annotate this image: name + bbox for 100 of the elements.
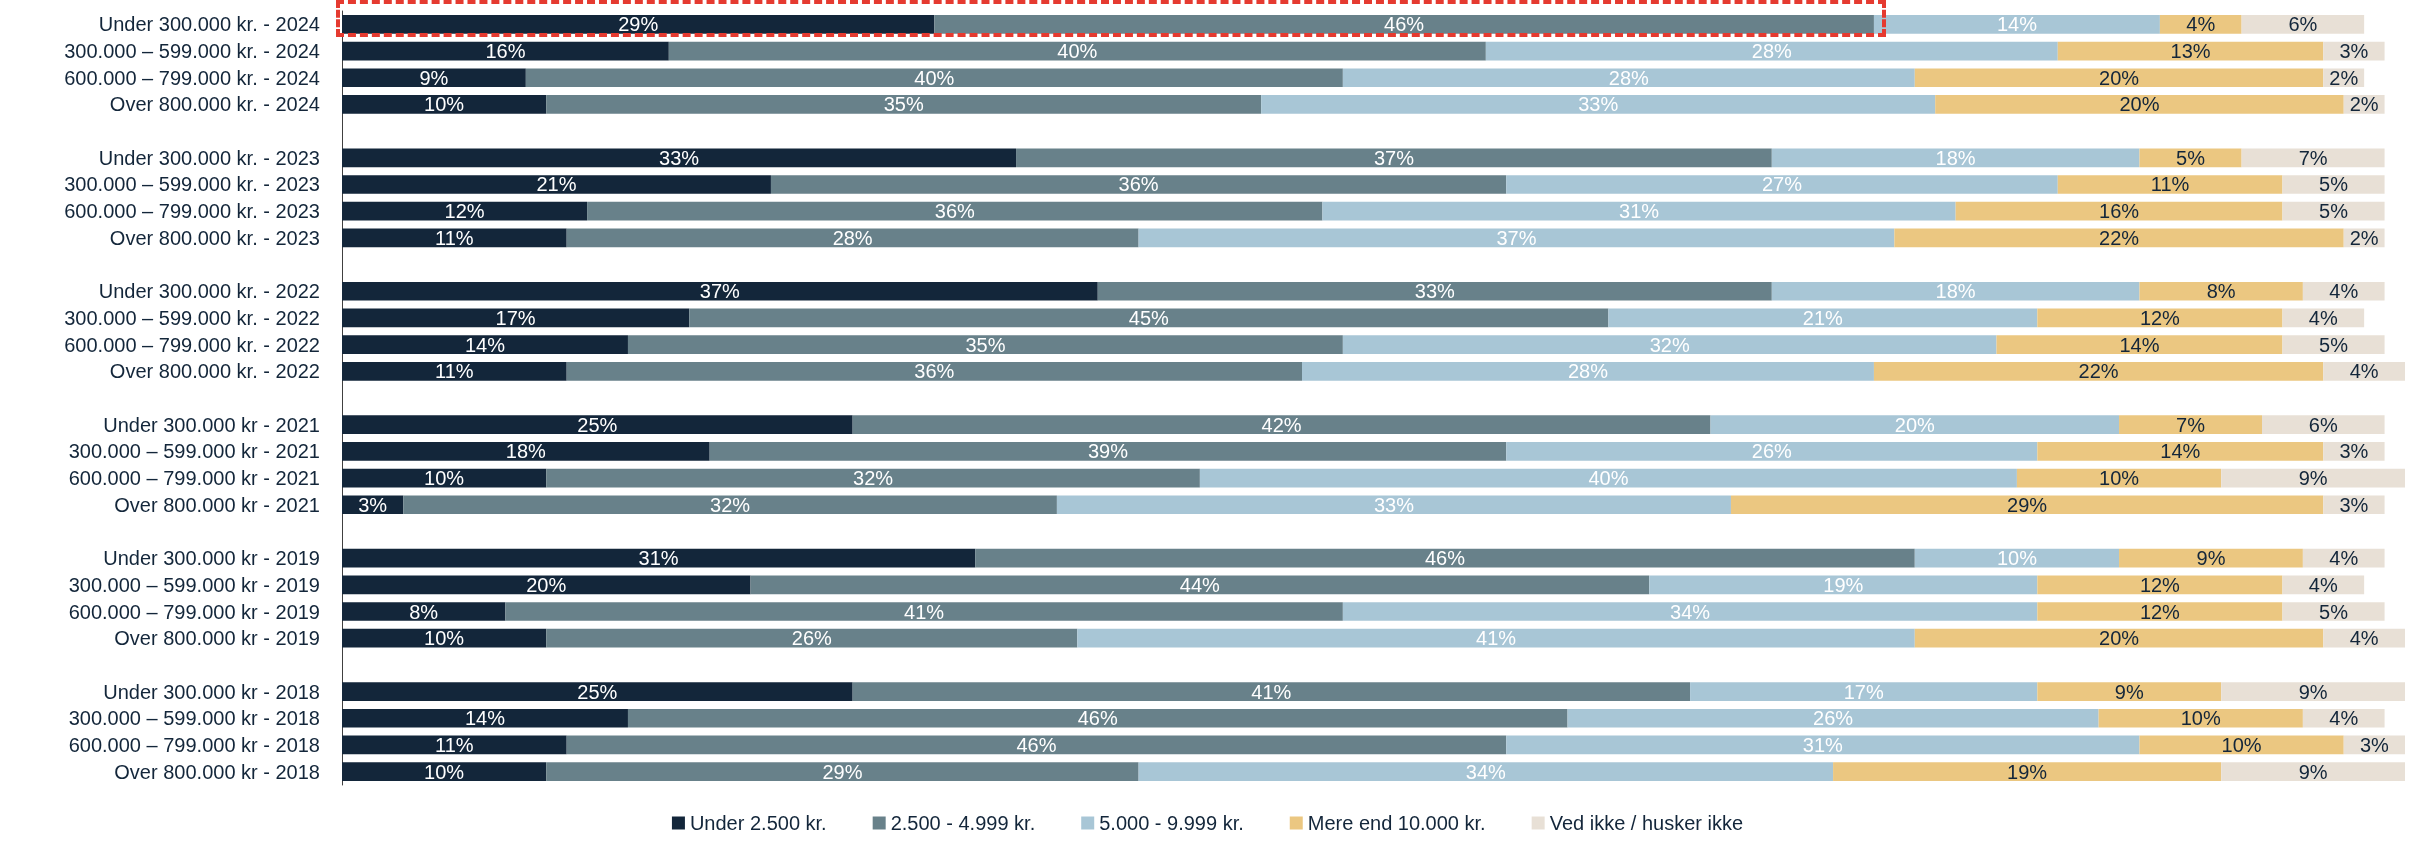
bar	[975, 548, 1915, 568]
y-tick-label: 600.000 – 799.000 kr. - 2023	[64, 200, 320, 223]
data-label: 37%	[1373, 146, 1415, 169]
bar	[1894, 228, 2344, 248]
bar	[1690, 682, 2038, 701]
bar	[1077, 628, 1915, 648]
bar	[342, 762, 547, 781]
legend-label: Ved ikke / husker ikke	[1549, 812, 1744, 834]
bar	[587, 201, 1323, 221]
data-label: 26%	[1813, 707, 1854, 730]
bar	[709, 442, 1507, 461]
y-tick-label: Under 300.000 kr - 2018	[103, 680, 320, 703]
bar	[1955, 201, 2283, 221]
data-label: 46%	[1424, 547, 1466, 570]
bar	[525, 68, 1343, 88]
bar	[2221, 468, 2405, 488]
data-label: 3%	[358, 493, 388, 516]
data-label: 28%	[1751, 40, 1793, 63]
data-label: 5%	[2319, 600, 2349, 623]
bar	[1302, 361, 1874, 381]
bar	[852, 682, 1691, 701]
bar	[627, 708, 1568, 728]
data-label: 26%	[791, 627, 833, 650]
data-label: 46%	[1077, 707, 1118, 730]
bar	[1506, 442, 2038, 461]
bar	[1771, 281, 2140, 301]
data-label: 5%	[2319, 173, 2349, 196]
data-label: 9%	[419, 66, 449, 89]
data-label: 4%	[2349, 360, 2379, 383]
bar	[566, 735, 1507, 755]
data-label: 45%	[1128, 306, 1170, 329]
bar	[1485, 41, 2058, 61]
data-label: 10%	[424, 93, 465, 116]
data-label: 10%	[2099, 467, 2140, 490]
bar	[342, 335, 628, 354]
bar	[342, 15, 935, 34]
data-label: 3%	[2359, 733, 2390, 756]
data-label: 4%	[2329, 707, 2359, 730]
data-label: 12%	[2139, 306, 2181, 329]
data-label: 41%	[904, 600, 945, 623]
data-label: 14%	[2160, 440, 2201, 463]
data-label: 28%	[1567, 360, 1609, 383]
data-label: 3%	[2339, 493, 2369, 516]
data-label: 42%	[1261, 413, 1302, 436]
bar	[1608, 308, 2038, 328]
data-label: 21%	[536, 173, 577, 196]
bar	[1097, 281, 1772, 301]
bar	[1138, 228, 1895, 248]
data-label: 27%	[1762, 173, 1803, 196]
legend-label: Mere end 10.000 kr.	[1307, 812, 1486, 834]
data-label: 14%	[1996, 13, 2038, 36]
data-label: 19%	[2007, 760, 2048, 783]
bar	[934, 15, 1874, 34]
data-label: 4%	[2349, 627, 2379, 650]
y-tick-label: Under 300.000 kr - 2019	[103, 547, 320, 570]
y-tick-label: Under 300.000 kr. - 2024	[98, 13, 320, 36]
data-label: 14%	[464, 333, 506, 356]
data-label: 31%	[1802, 733, 1844, 756]
bar	[2057, 41, 2324, 61]
bar	[2241, 15, 2365, 34]
bar	[342, 735, 567, 755]
bar	[1342, 335, 1997, 354]
bar	[2282, 602, 2385, 621]
data-label: 6%	[2288, 13, 2318, 36]
y-tick-label: 600.000 – 799.000 kr - 2018	[68, 733, 320, 756]
data-label: 20%	[1894, 413, 1936, 436]
data-label: 25%	[577, 680, 618, 703]
data-label: 21%	[1802, 306, 1844, 329]
bar	[2098, 708, 2303, 728]
data-label: 41%	[1476, 627, 1517, 650]
bar	[1322, 201, 1956, 221]
bar	[2037, 575, 2283, 595]
data-label: 31%	[638, 547, 679, 570]
y-tick-label: Over 800.000 kr. - 2024	[109, 93, 320, 116]
data-label: 4%	[2186, 13, 2216, 36]
y-tick-label: 300.000 – 599.000 kr - 2021	[68, 440, 320, 463]
data-label: 10%	[2221, 733, 2262, 756]
data-label: 32%	[710, 493, 751, 516]
data-label: 39%	[1087, 440, 1129, 463]
bar	[1914, 68, 2324, 88]
data-label: 41%	[1251, 680, 1292, 703]
data-label: 40%	[1057, 40, 1098, 63]
data-label: 40%	[1588, 467, 1629, 490]
y-tick-label: 300.000 – 599.000 kr. - 2023	[64, 173, 320, 196]
data-label: 14%	[2119, 333, 2160, 356]
data-label: 28%	[1608, 66, 1650, 89]
y-tick-label: 300.000 – 599.000 kr. - 2022	[64, 306, 320, 329]
bar	[342, 628, 547, 648]
data-label: 34%	[1670, 600, 1711, 623]
data-label: 4%	[2329, 280, 2359, 303]
data-label: 22%	[2099, 226, 2140, 249]
data-label: 5%	[2319, 333, 2349, 356]
bar	[1649, 575, 2038, 595]
bar	[546, 95, 1262, 114]
bar	[342, 548, 976, 568]
data-label: 10%	[1996, 547, 2038, 570]
data-label: 33%	[1373, 493, 1415, 516]
data-label: 8%	[2206, 280, 2236, 303]
data-label: 37%	[1496, 226, 1537, 249]
bar	[627, 335, 1343, 354]
